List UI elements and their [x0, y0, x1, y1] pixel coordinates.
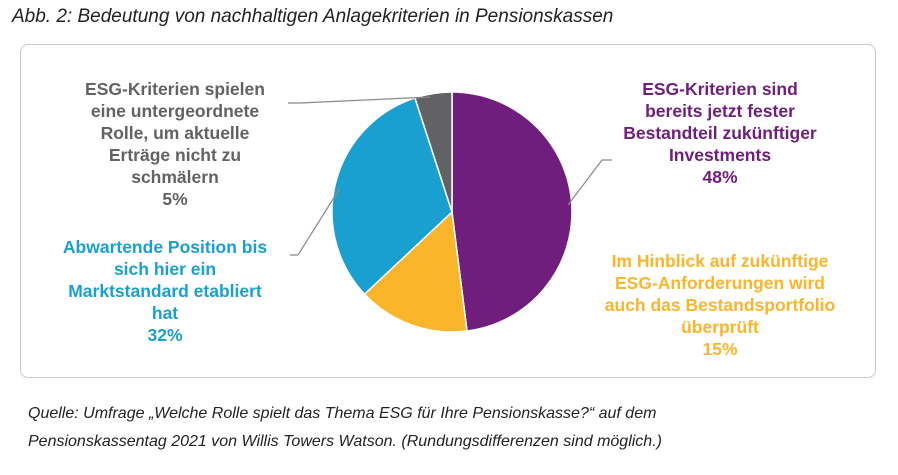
- slice-wait-and-see: [331, 96, 453, 296]
- slice-label-portfolio-review: Im Hinblick auf zukünftige ESG-Anforderun…: [570, 250, 870, 360]
- slice-label-line: Rolle, um aktuelle: [100, 123, 250, 143]
- source-note: Quelle: Umfrage „Welche Rolle spielt das…: [28, 400, 878, 456]
- slice-percent-label: 5%: [162, 189, 188, 209]
- slice-label-line: auch das Bestandsportfolio: [604, 295, 836, 315]
- slice-label-line: Abwartende Position bis: [62, 237, 268, 257]
- slice-percent-label: 15%: [702, 339, 738, 359]
- leader-line-integral: [567, 159, 612, 206]
- chart-panel: [20, 44, 876, 378]
- slice-label-line: hat: [151, 303, 179, 323]
- source-line-1: Quelle: Umfrage „Welche Rolle spielt das…: [28, 405, 657, 422]
- slice-label-line: Im Hinblick auf zukünftige: [611, 251, 829, 271]
- slice-integral: [451, 91, 573, 332]
- slice-label-line: Bestandteil zukünftiger: [623, 123, 817, 143]
- slice-percent-label: 32%: [147, 325, 183, 345]
- slice-label-subordinate: ESG-Kriterien spielen eine untergeordnete…: [30, 78, 320, 210]
- slice-label-line: Investments: [668, 145, 772, 165]
- slice-label-line: sich hier ein: [113, 259, 217, 279]
- leader-line-wait-and-see: [290, 187, 341, 256]
- slice-label-integral: ESG-Kriterien sind bereits jetzt fester Be…: [580, 78, 860, 188]
- slice-label-line: Erträge nicht zu: [108, 145, 242, 165]
- slice-label-line: bereits jetzt fester: [645, 101, 795, 121]
- slice-label-line: Marktstandard etabliert: [68, 281, 262, 301]
- slice-percent-label: 48%: [702, 167, 738, 187]
- slice-label-line: ESG-Anforderungen wird: [615, 273, 825, 293]
- leader-line-subordinate: [288, 96, 431, 104]
- figure-title: Abb. 2: Bedeutung von nachhaltigen Anlag…: [12, 6, 614, 27]
- slice-label-line: schmälern: [131, 167, 219, 187]
- slice-label-line: überprüft: [681, 317, 759, 337]
- slice-label-line: ESG-Kriterien sind: [642, 79, 798, 99]
- slice-label-line: eine untergeordnete: [90, 101, 260, 121]
- slice-label-line: ESG-Kriterien spielen: [85, 79, 265, 99]
- source-line-2: Pensionskassentag 2021 von Willis Towers…: [28, 433, 662, 450]
- slice-label-wait-and-see: Abwartende Position bis sich hier ein Mark…: [20, 236, 310, 346]
- slice-portfolio-review: [363, 210, 468, 333]
